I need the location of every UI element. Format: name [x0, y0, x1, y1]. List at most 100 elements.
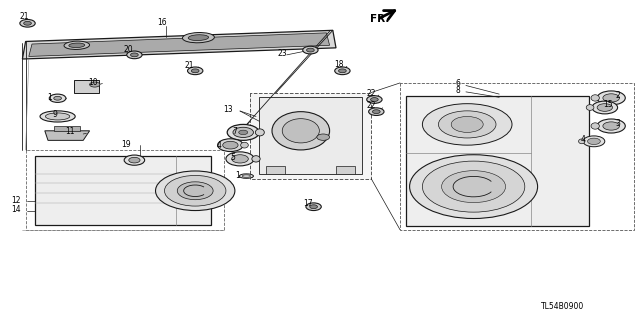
Circle shape — [339, 69, 346, 73]
Text: 16: 16 — [157, 19, 166, 27]
Polygon shape — [74, 80, 99, 93]
Text: 22: 22 — [367, 101, 376, 110]
Text: 21: 21 — [19, 12, 29, 21]
Circle shape — [603, 122, 620, 130]
Circle shape — [303, 46, 318, 54]
Polygon shape — [45, 131, 90, 140]
Circle shape — [124, 155, 145, 165]
Circle shape — [371, 98, 378, 101]
Text: 20: 20 — [124, 45, 133, 54]
Ellipse shape — [252, 156, 260, 162]
Text: 12: 12 — [12, 196, 21, 205]
Circle shape — [310, 205, 317, 209]
Circle shape — [188, 67, 203, 75]
Text: 1: 1 — [236, 171, 240, 180]
Circle shape — [335, 67, 350, 75]
Text: 18: 18 — [334, 60, 344, 69]
Text: 17: 17 — [303, 199, 313, 208]
Polygon shape — [250, 93, 371, 179]
Circle shape — [597, 91, 625, 105]
Circle shape — [422, 161, 525, 212]
Ellipse shape — [422, 104, 512, 145]
Circle shape — [367, 96, 382, 103]
Circle shape — [317, 134, 330, 140]
Polygon shape — [259, 97, 362, 174]
Text: 21: 21 — [184, 61, 194, 70]
Text: 2: 2 — [616, 91, 620, 100]
Ellipse shape — [243, 175, 251, 177]
Text: 9: 9 — [52, 110, 58, 119]
Circle shape — [227, 124, 259, 140]
Ellipse shape — [591, 95, 599, 101]
Circle shape — [597, 119, 625, 133]
Ellipse shape — [241, 142, 248, 148]
Circle shape — [156, 171, 235, 211]
Circle shape — [592, 101, 618, 114]
Circle shape — [597, 104, 612, 111]
Text: TL54B0900: TL54B0900 — [541, 302, 584, 311]
Text: 22: 22 — [367, 89, 376, 98]
Ellipse shape — [69, 43, 84, 48]
Ellipse shape — [188, 35, 209, 41]
Circle shape — [307, 48, 314, 52]
Text: 11: 11 — [65, 127, 75, 136]
Text: 10: 10 — [88, 78, 98, 87]
Circle shape — [127, 51, 142, 59]
Ellipse shape — [45, 113, 70, 120]
Polygon shape — [29, 33, 330, 56]
Ellipse shape — [282, 119, 319, 143]
Ellipse shape — [272, 112, 330, 150]
Circle shape — [233, 127, 253, 137]
Circle shape — [306, 203, 321, 211]
Circle shape — [177, 182, 213, 200]
Text: 13: 13 — [223, 105, 232, 114]
Text: 3: 3 — [616, 119, 621, 128]
Circle shape — [164, 175, 226, 206]
Text: 23: 23 — [277, 49, 287, 58]
Ellipse shape — [255, 129, 264, 136]
Circle shape — [129, 157, 140, 163]
Ellipse shape — [586, 105, 594, 110]
Circle shape — [410, 155, 538, 219]
Ellipse shape — [64, 41, 90, 49]
Text: 1: 1 — [47, 93, 51, 102]
Text: 5: 5 — [230, 153, 236, 162]
Text: 6: 6 — [456, 79, 461, 88]
Text: 8: 8 — [456, 86, 460, 95]
Ellipse shape — [438, 111, 496, 138]
Circle shape — [226, 152, 254, 166]
Text: 14: 14 — [12, 205, 21, 214]
Circle shape — [603, 94, 620, 102]
Ellipse shape — [182, 33, 214, 43]
Circle shape — [54, 96, 61, 100]
Ellipse shape — [591, 123, 599, 129]
Circle shape — [588, 138, 600, 145]
Circle shape — [49, 94, 66, 102]
Text: 15: 15 — [604, 100, 613, 109]
Ellipse shape — [40, 111, 76, 122]
Polygon shape — [266, 166, 285, 174]
Circle shape — [239, 130, 248, 135]
Circle shape — [451, 116, 483, 132]
Circle shape — [131, 53, 138, 57]
Ellipse shape — [579, 139, 585, 144]
Text: 19: 19 — [122, 140, 131, 149]
Circle shape — [218, 139, 243, 152]
Polygon shape — [35, 156, 211, 225]
Text: 4: 4 — [581, 135, 586, 144]
Polygon shape — [336, 166, 355, 174]
Text: FR.: FR. — [370, 14, 389, 24]
Polygon shape — [54, 126, 80, 131]
Text: 4: 4 — [216, 141, 221, 150]
Circle shape — [372, 110, 380, 114]
Polygon shape — [22, 30, 336, 59]
Circle shape — [232, 155, 248, 163]
Circle shape — [442, 171, 506, 203]
Circle shape — [583, 136, 605, 147]
Circle shape — [223, 141, 238, 149]
Circle shape — [191, 69, 199, 73]
Ellipse shape — [239, 174, 253, 178]
Circle shape — [20, 19, 35, 27]
Polygon shape — [406, 96, 589, 226]
Circle shape — [24, 21, 31, 25]
